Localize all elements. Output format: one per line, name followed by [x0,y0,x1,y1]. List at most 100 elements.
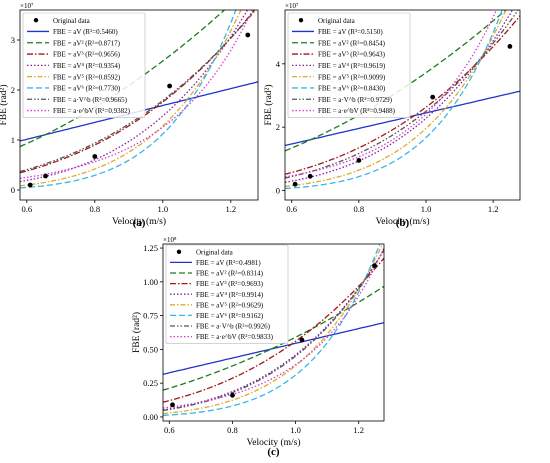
panel-label: (a) [133,217,146,229]
x-axis-label: Velocity (m/s) [112,216,166,227]
x-tick-label: 1.2 [225,204,236,214]
data-point [43,173,48,179]
plot-frame [284,9,521,201]
legend-box [287,12,411,118]
y-tick-label: 0.00 [143,412,158,422]
y-tick-label: 4 [276,59,281,69]
legend-entry: FBE = aV² (R²=0.8717) [53,39,121,47]
data-point [356,158,362,163]
series-line-1 [285,90,520,147]
legend-entry: FBE = aV⁶ (R²=0.7730) [53,85,121,93]
legend-entry: FBE = aV² (R²=0.8314) [196,270,264,278]
data-point [167,83,173,89]
series-line-6 [163,244,381,417]
legend-entry: FBE = aV⁵ (R²=0.9629) [196,301,264,309]
x-tick-label: 1.2 [488,204,499,214]
x-axis-label: Velocity (m/s) [246,437,300,448]
series-line-3 [285,15,520,175]
x-tick-label: 0.8 [89,204,100,214]
panel-label: (c) [267,446,280,458]
y-tick-label: 1.00 [143,277,158,287]
panel-label: (b) [396,217,410,229]
series-line-2 [285,10,507,152]
y-axis-label: FBE (rad²) [0,84,9,125]
legend-marker [176,249,182,254]
x-tick-label: 1.0 [157,204,168,214]
legend-entry: FBE = aV⁴ (R²=0.9354) [53,62,121,70]
y-multiplier: ×10⁷ [20,2,34,10]
data-point [372,263,377,268]
x-tick-label: 0.8 [227,425,238,435]
legend-box [165,244,289,344]
y-tick-label: 0.50 [143,344,158,354]
series-line-5 [163,244,384,415]
series-line-6 [285,10,503,190]
y-axis-label: FBE (rad²) [131,312,142,353]
legend-entry: FBE = aV (R²=0.4981) [196,259,261,267]
x-tick-label: 0.8 [354,204,365,214]
y-tick-label: 0.25 [143,378,158,388]
data-point [170,402,175,408]
legend-marker [298,17,304,23]
legend-entry: FBE = aV (R²=0.5460) [53,28,118,36]
y-tick-label: 0.75 [143,311,158,321]
legend-marker [33,17,39,23]
legend: Original data FBE = aV (R²=0.5150) FBE = a… [287,12,411,118]
x-tick-label: 1.0 [421,204,432,214]
series-line-8 [285,10,498,178]
series-line-8 [163,247,384,409]
y-tick-label: 2 [11,85,15,95]
legend-entry: FBE = a·V^b (R²=0.9926) [196,323,271,331]
legend-entry: FBE = aV⁴ (R²=0.9619) [318,62,386,70]
y-tick-label: 1 [11,135,15,145]
legend-entry: FBE = a·V^b (R²=0.9729) [318,96,393,104]
x-axis-label: Velocity (m/s) [375,216,429,227]
legend-entry: FBE = a·e^bV (R²=0.9382) [53,107,131,115]
y-tick-label: 1.25 [143,243,158,253]
legend-entry: FBE = aV² (R²=0.8454) [318,39,386,47]
legend-entry: Original data [53,17,91,25]
plot-frame [162,243,385,422]
legend-entry: FBE = aV³ (R²=0.9693) [196,280,264,288]
data-point [92,154,98,159]
series-line-5 [20,10,242,187]
legend: Original data FBE = aV (R²=0.5460) FBE = a… [22,12,146,118]
y-tick-label: 2 [276,122,280,132]
series-line-2 [163,285,384,391]
legend: Original data FBE = aV (R²=0.4981) FBE = a… [165,244,289,344]
legend-entry: FBE = aV³ (R²=0.9643) [318,51,386,59]
data-point [430,94,436,100]
y-tick-label: 0 [11,185,15,195]
data-point [307,173,313,179]
legend-entry: FBE = aV (R²=0.5150) [318,28,383,36]
x-tick-label: 0.6 [21,204,32,214]
data-point [299,337,305,343]
y-tick-label: 0 [276,186,280,196]
data-point [292,181,298,187]
legend-box [22,12,146,118]
x-tick-label: 0.6 [164,425,175,435]
y-axis-label: FBE (rad²) [263,84,274,125]
data-point [507,44,513,49]
series-line-7 [20,10,257,173]
x-tick-label: 0.6 [286,204,297,214]
data-point [245,32,251,38]
legend-entry: FBE = aV⁵ (R²=0.9099) [318,73,386,81]
x-tick-label: 1.2 [353,425,364,435]
series-line-3 [163,257,384,403]
y-tick-label: 3 [11,35,15,45]
legend-entry: FBE = aV⁶ (R²=0.8430) [318,85,386,93]
series-line-7 [285,10,519,179]
panel-2: 0.6 0.8 1.0 1.2 0 2 4 ×10⁷ Velocity (m/s) FBE (ra… [263,2,521,229]
series-line-5 [285,10,507,188]
legend-entry: FBE = aV⁵ (R²=0.8592) [53,73,121,81]
y-multiplier: ×10⁸ [163,236,177,244]
legend-entry: FBE = a·V^b (R²=0.9665) [53,96,128,104]
x-tick-label: 1.0 [290,425,301,435]
panel-3: 0.6 0.8 1.0 1.2 0.00 0.25 0.50 0.75 1.00 1.25 ×10⁸… [131,236,385,458]
legend-entry: Original data [318,17,356,25]
legend-entry: FBE = a·e^bV (R²=0.9833) [196,333,274,341]
legend-entry: FBE = aV⁴ (R²=0.9914) [196,291,264,299]
plot-frame [19,9,259,201]
